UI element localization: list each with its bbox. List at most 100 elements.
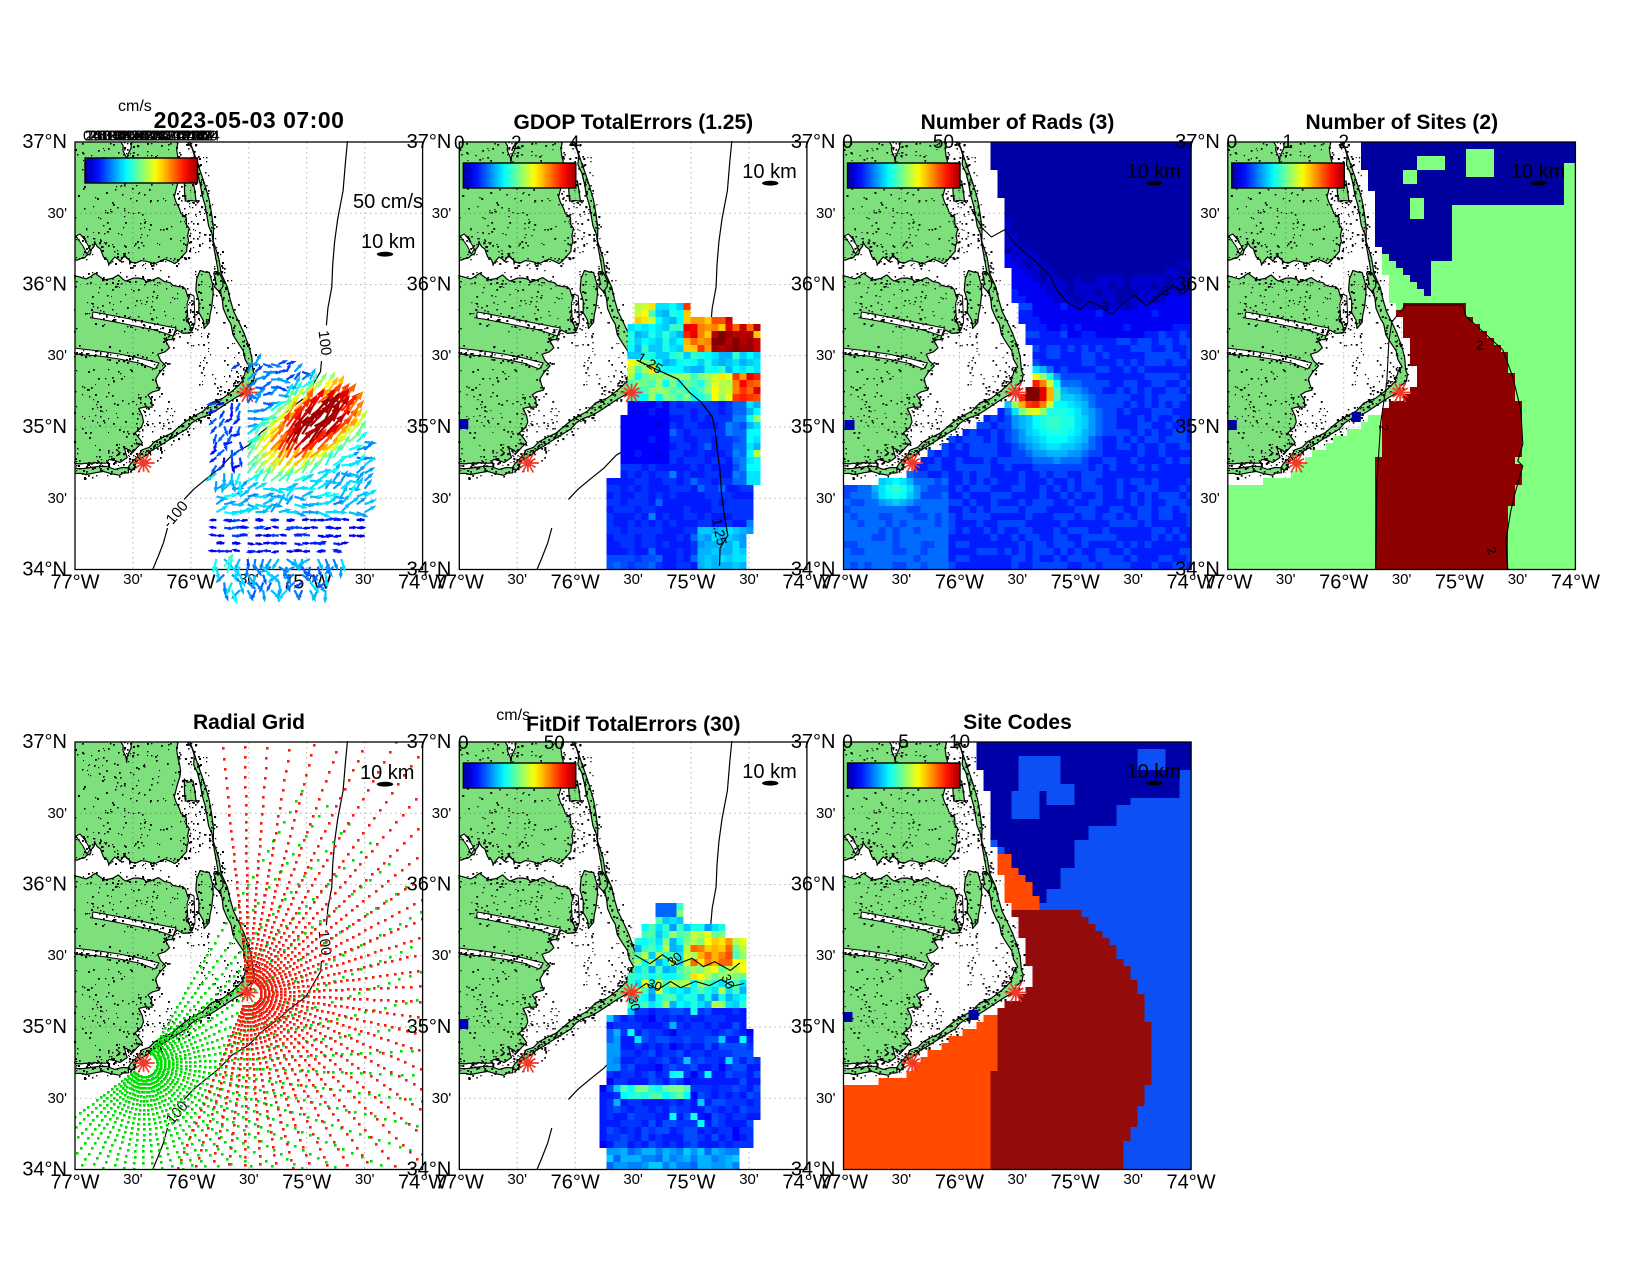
svg-text:30: 30 xyxy=(625,995,643,1013)
svg-text:34°N: 34°N xyxy=(22,1159,67,1181)
svg-text:cm/s: cm/s xyxy=(496,707,530,724)
svg-text:2: 2 xyxy=(1476,337,1483,352)
svg-text:30': 30' xyxy=(1200,205,1220,222)
svg-text:37°N: 37°N xyxy=(407,731,452,753)
svg-text:34°N: 34°N xyxy=(407,1159,452,1181)
svg-text:30': 30' xyxy=(1008,571,1028,588)
svg-text:74°W: 74°W xyxy=(1551,572,1600,594)
svg-text:35°N: 35°N xyxy=(791,1016,836,1038)
svg-text:76°W: 76°W xyxy=(935,572,984,594)
svg-text:10: 10 xyxy=(949,732,970,753)
svg-text:0: 0 xyxy=(842,732,853,753)
svg-text:75°W: 75°W xyxy=(1051,1172,1100,1194)
svg-text:50: 50 xyxy=(933,132,954,153)
svg-text:35°N: 35°N xyxy=(791,416,836,438)
svg-text:34: 34 xyxy=(104,128,121,145)
svg-text:76°W: 76°W xyxy=(166,572,215,594)
svg-text:2: 2 xyxy=(1339,132,1350,153)
svg-text:76°W: 76°W xyxy=(551,572,600,594)
svg-text:30': 30' xyxy=(623,571,643,588)
svg-text:30': 30' xyxy=(432,1090,452,1107)
svg-text:4: 4 xyxy=(156,128,164,145)
svg-text:75°W: 75°W xyxy=(666,1172,715,1194)
svg-text:30': 30' xyxy=(1276,571,1296,588)
svg-text:30': 30' xyxy=(47,205,67,222)
svg-text:30: 30 xyxy=(718,972,738,991)
svg-text:44: 44 xyxy=(187,128,204,145)
svg-text:50: 50 xyxy=(201,128,218,145)
svg-text:0: 0 xyxy=(454,133,465,154)
svg-text:30': 30' xyxy=(816,947,836,964)
svg-text:-100: -100 xyxy=(159,498,191,532)
svg-text:0: 0 xyxy=(1227,132,1238,153)
svg-text:30': 30' xyxy=(1392,571,1412,588)
svg-text:30': 30' xyxy=(816,205,836,222)
svg-text:12: 12 xyxy=(111,128,128,145)
svg-text:1.25: 1.25 xyxy=(709,517,730,547)
svg-text:10: 10 xyxy=(170,128,187,145)
svg-text:74°W: 74°W xyxy=(1167,1172,1216,1194)
svg-text:32: 32 xyxy=(99,128,116,145)
svg-text:77°W: 77°W xyxy=(435,572,484,594)
svg-text:30': 30' xyxy=(1123,571,1143,588)
svg-text:34°N: 34°N xyxy=(791,1159,836,1181)
svg-text:42: 42 xyxy=(182,128,199,145)
svg-text:6: 6 xyxy=(97,128,105,145)
svg-text:30': 30' xyxy=(816,347,836,364)
svg-text:30': 30' xyxy=(1008,1171,1028,1188)
svg-text:6: 6 xyxy=(161,128,169,145)
svg-text:30': 30' xyxy=(816,490,836,507)
svg-text:8: 8 xyxy=(165,128,173,145)
svg-text:30': 30' xyxy=(432,205,452,222)
svg-text:0: 0 xyxy=(83,128,91,145)
svg-text:74°W: 74°W xyxy=(1167,572,1216,594)
svg-text:30': 30' xyxy=(47,490,67,507)
svg-text:36: 36 xyxy=(168,128,185,145)
svg-text:28: 28 xyxy=(90,128,107,145)
svg-text:75°W: 75°W xyxy=(1435,572,1484,594)
svg-text:30': 30' xyxy=(47,1090,67,1107)
svg-text:2: 2 xyxy=(1484,545,1501,557)
svg-text:30': 30' xyxy=(432,947,452,964)
svg-text:30': 30' xyxy=(432,490,452,507)
svg-text:35°N: 35°N xyxy=(22,416,67,438)
svg-text:30': 30' xyxy=(507,1171,527,1188)
svg-text:77°W: 77°W xyxy=(435,1172,484,1194)
svg-text:74°W: 74°W xyxy=(398,1172,447,1194)
svg-text:34°N: 34°N xyxy=(1175,559,1220,581)
svg-text:22: 22 xyxy=(198,128,215,145)
svg-text:10 km: 10 km xyxy=(742,761,796,783)
svg-text:30': 30' xyxy=(432,805,452,822)
svg-text:0: 0 xyxy=(146,128,154,145)
svg-text:30': 30' xyxy=(47,347,67,364)
svg-text:0: 0 xyxy=(458,733,469,754)
svg-text:10 km: 10 km xyxy=(1511,161,1565,183)
svg-text:75°W: 75°W xyxy=(666,572,715,594)
svg-text:30': 30' xyxy=(739,1171,759,1188)
svg-text:3: 3 xyxy=(1162,283,1169,298)
svg-text:35°N: 35°N xyxy=(1175,416,1220,438)
svg-text:30': 30' xyxy=(47,947,67,964)
svg-text:38: 38 xyxy=(113,128,130,145)
svg-text:30: 30 xyxy=(94,128,111,145)
svg-text:50: 50 xyxy=(142,128,159,145)
svg-text:46: 46 xyxy=(192,128,209,145)
svg-text:34°N: 34°N xyxy=(407,559,452,581)
svg-text:38: 38 xyxy=(173,128,190,145)
svg-text:30': 30' xyxy=(123,1171,143,1188)
svg-text:5: 5 xyxy=(898,732,909,753)
svg-text:10: 10 xyxy=(107,128,124,145)
svg-text:30': 30' xyxy=(623,1171,643,1188)
svg-text:36°N: 36°N xyxy=(22,874,67,896)
svg-text:Site Codes: Site Codes xyxy=(963,711,1072,734)
svg-text:34: 34 xyxy=(163,128,180,145)
svg-text:10 km: 10 km xyxy=(742,161,796,183)
svg-text:35°N: 35°N xyxy=(22,1016,67,1038)
svg-text:4: 4 xyxy=(92,128,100,145)
svg-text:4: 4 xyxy=(569,133,580,154)
svg-text:FitDif TotalErrors (30): FitDif TotalErrors (30) xyxy=(526,713,740,736)
svg-text:37°N: 37°N xyxy=(22,131,67,153)
svg-text:30': 30' xyxy=(432,347,452,364)
svg-text:37°N: 37°N xyxy=(791,131,836,153)
svg-text:77°W: 77°W xyxy=(819,572,868,594)
